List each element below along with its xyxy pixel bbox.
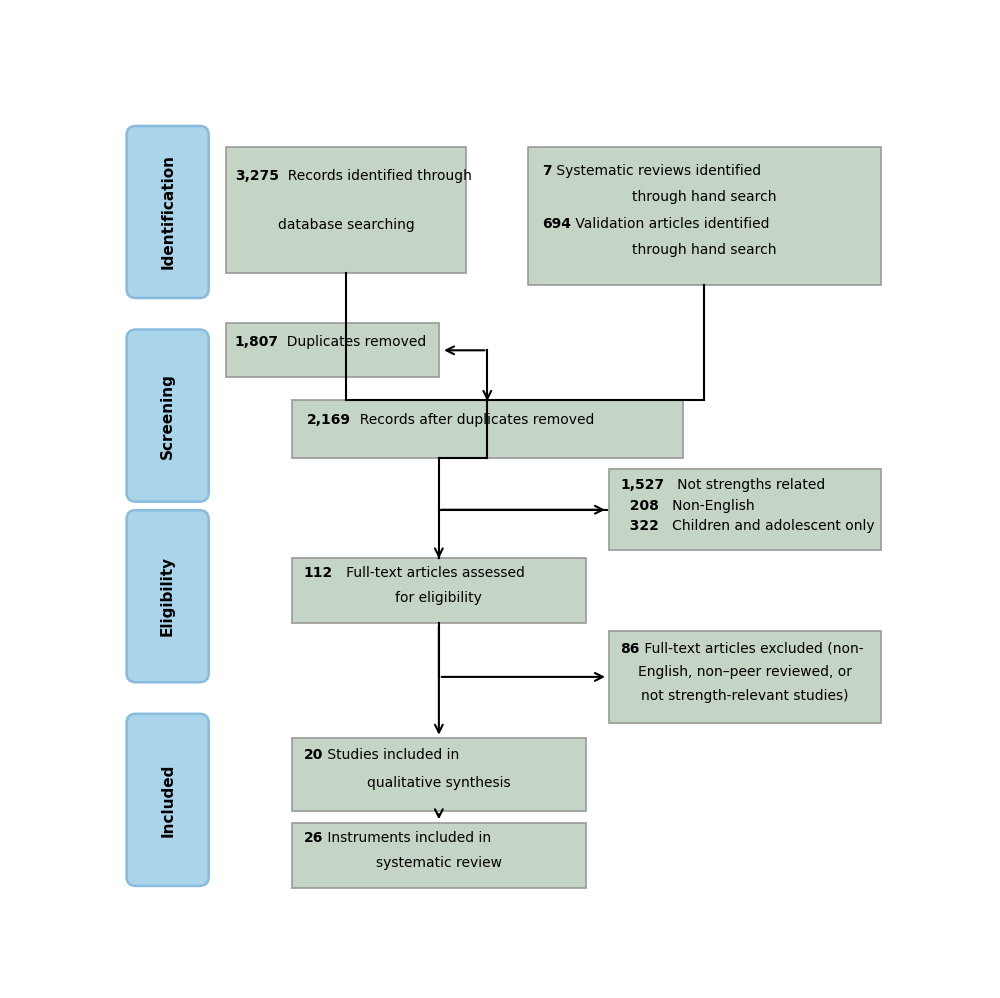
Text: Systematic reviews identified: Systematic reviews identified — [552, 164, 761, 178]
FancyBboxPatch shape — [609, 469, 881, 550]
Text: 694: 694 — [542, 217, 571, 231]
Text: Identification: Identification — [160, 155, 175, 269]
FancyBboxPatch shape — [127, 329, 209, 502]
Text: 1,527: 1,527 — [620, 478, 664, 492]
Text: not strength-relevant studies): not strength-relevant studies) — [641, 689, 849, 703]
Text: Full-text articles excluded (non-: Full-text articles excluded (non- — [640, 642, 863, 656]
Text: 86: 86 — [620, 642, 640, 656]
Text: 26: 26 — [303, 831, 323, 845]
Text: through hand search: through hand search — [632, 191, 777, 205]
FancyBboxPatch shape — [127, 714, 209, 886]
FancyBboxPatch shape — [292, 558, 586, 623]
Text: Validation articles identified: Validation articles identified — [571, 217, 770, 231]
Text: 20: 20 — [303, 748, 323, 762]
FancyBboxPatch shape — [292, 823, 586, 888]
Text: 1,807: 1,807 — [234, 335, 278, 349]
FancyBboxPatch shape — [226, 147, 466, 273]
FancyBboxPatch shape — [226, 323, 439, 377]
Text: 3,275: 3,275 — [235, 170, 279, 184]
Text: Included: Included — [160, 763, 175, 836]
Text: Non-English: Non-English — [659, 499, 755, 513]
Text: 7: 7 — [542, 164, 552, 178]
Text: for eligibility: for eligibility — [395, 591, 482, 605]
FancyBboxPatch shape — [292, 739, 586, 811]
FancyBboxPatch shape — [292, 400, 683, 458]
FancyBboxPatch shape — [528, 147, 881, 285]
Text: 2,169: 2,169 — [307, 413, 351, 427]
FancyBboxPatch shape — [127, 510, 209, 683]
Text: English, non–peer reviewed, or: English, non–peer reviewed, or — [638, 666, 852, 680]
Text: through hand search: through hand search — [632, 243, 777, 256]
Text: Instruments included in: Instruments included in — [323, 831, 491, 845]
Text: Screening: Screening — [160, 372, 175, 458]
Text: Not strengths related: Not strengths related — [664, 478, 826, 492]
Text: Records after duplicates removed: Records after duplicates removed — [351, 413, 595, 427]
Text: database searching: database searching — [278, 218, 414, 232]
Text: 322: 322 — [620, 519, 659, 533]
Text: systematic review: systematic review — [376, 856, 502, 870]
Text: Studies included in: Studies included in — [323, 748, 459, 762]
Text: Duplicates removed: Duplicates removed — [278, 335, 427, 349]
FancyBboxPatch shape — [127, 126, 209, 298]
Text: qualitative synthesis: qualitative synthesis — [367, 776, 511, 790]
Text: Full-text articles assessed: Full-text articles assessed — [333, 566, 525, 580]
Text: 112: 112 — [303, 566, 333, 580]
Text: Children and adolescent only: Children and adolescent only — [659, 519, 875, 533]
FancyBboxPatch shape — [609, 631, 881, 723]
Text: Eligibility: Eligibility — [160, 556, 175, 637]
Text: 208: 208 — [620, 499, 659, 513]
Text: Records identified through: Records identified through — [279, 170, 472, 184]
